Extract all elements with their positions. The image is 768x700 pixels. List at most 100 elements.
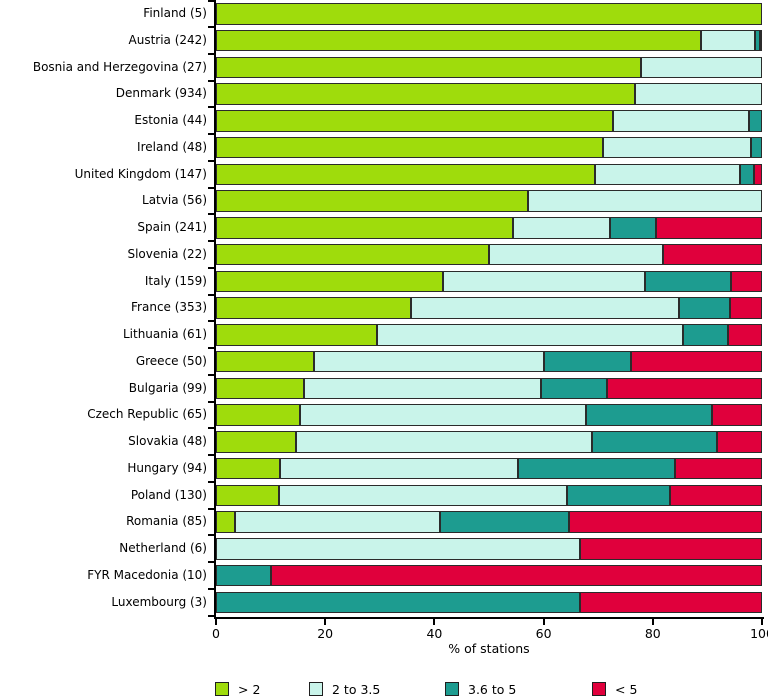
segment-5-romania-85 bbox=[569, 511, 762, 533]
legend-label-5: < 5 bbox=[615, 681, 638, 697]
bar-austria-242 bbox=[216, 29, 762, 52]
segment-5-hungary-94 bbox=[674, 457, 762, 480]
bar-bosnia-and-herzegovina-27 bbox=[216, 56, 762, 78]
segment-5-slovakia-48 bbox=[716, 431, 762, 453]
segment-2-to-3-5-austria-242 bbox=[700, 29, 755, 52]
segment-5-bulgaria-99 bbox=[607, 377, 762, 399]
bar-italy-159 bbox=[216, 270, 762, 292]
bar-poland-130 bbox=[216, 484, 762, 506]
category-label-france-353: France (353) bbox=[131, 300, 207, 315]
segment-3-6-to-5-bulgaria-99 bbox=[541, 377, 608, 399]
segment-3-6-to-5-greece-50 bbox=[543, 350, 631, 373]
category-label-slovakia-48: Slovakia (48) bbox=[128, 434, 207, 448]
bar-greece-50 bbox=[216, 350, 762, 373]
legend-label-2: > 2 bbox=[238, 681, 261, 697]
segment-5-united-kingdom-147 bbox=[754, 163, 762, 185]
x-axis-line bbox=[214, 617, 764, 619]
category-label-spain-241: Spain (241) bbox=[137, 220, 207, 234]
segment-2-bosnia-and-herzegovina-27 bbox=[216, 56, 641, 78]
legend-swatch-5 bbox=[592, 682, 606, 696]
category-label-greece-50: Greece (50) bbox=[135, 353, 207, 368]
segment-2-poland-130 bbox=[216, 484, 279, 506]
x-tick-80 bbox=[651, 619, 654, 625]
category-label-netherland-6: Netherland (6) bbox=[119, 541, 207, 555]
bar-bulgaria-99 bbox=[216, 377, 762, 399]
x-tick-label-20: 20 bbox=[317, 626, 334, 641]
y-tick bbox=[208, 427, 215, 430]
bar-spain-241 bbox=[216, 217, 762, 239]
segment-3-6-to-5-poland-130 bbox=[567, 484, 670, 506]
segment-5-slovenia-22 bbox=[662, 243, 762, 266]
x-tick-label-100: 100 bbox=[750, 626, 768, 641]
y-tick bbox=[208, 561, 215, 564]
segment-2-slovenia-22 bbox=[216, 243, 489, 266]
segment-3-6-to-5-france-353 bbox=[679, 297, 730, 319]
y-tick bbox=[208, 293, 215, 296]
y-tick bbox=[208, 373, 215, 376]
x-tick-label-60: 60 bbox=[535, 626, 552, 641]
bar-netherland-6 bbox=[216, 538, 762, 560]
segment-5-france-353 bbox=[729, 297, 762, 319]
segment-2-denmark-934 bbox=[216, 83, 635, 105]
y-tick bbox=[208, 454, 215, 457]
x-tick-label-0: 0 bbox=[212, 626, 220, 641]
category-label-hungary-94: Hungary (94) bbox=[127, 460, 207, 475]
segment-5-greece-50 bbox=[630, 350, 762, 373]
y-tick bbox=[208, 186, 215, 189]
y-tick bbox=[208, 240, 215, 243]
x-axis-title: % of stations bbox=[448, 641, 530, 656]
category-label-lithuania-61: Lithuania (61) bbox=[122, 327, 207, 341]
segment-5-fyr-macedonia-10 bbox=[270, 564, 762, 587]
y-tick bbox=[208, 400, 215, 403]
legend-item-2: > 2 bbox=[215, 681, 260, 697]
segment-5-czech-republic-65 bbox=[711, 404, 762, 426]
y-tick bbox=[208, 159, 215, 162]
y-tick bbox=[208, 52, 215, 55]
x-tick-label-80: 80 bbox=[644, 626, 661, 641]
segment-2-to-3-5-italy-159 bbox=[442, 270, 646, 292]
bar-hungary-94 bbox=[216, 457, 762, 480]
category-label-ireland-48: Ireland (48) bbox=[137, 139, 207, 154]
category-label-luxembourg-3: Luxembourg (3) bbox=[111, 594, 207, 609]
category-label-latvia-56: Latvia (56) bbox=[142, 193, 207, 208]
segment-2-to-3-5-france-353 bbox=[411, 297, 679, 319]
segment-3-6-to-5-italy-159 bbox=[645, 270, 731, 292]
y-tick bbox=[208, 480, 215, 483]
legend-item-2-to-3-5: 2 to 3.5 bbox=[309, 681, 380, 697]
segment-2-spain-241 bbox=[216, 217, 514, 239]
segment-2-to-3-5-poland-130 bbox=[278, 484, 568, 506]
segment-2-to-3-5-ireland-48 bbox=[602, 136, 751, 159]
segment-5-poland-130 bbox=[669, 484, 762, 506]
segment-2-czech-republic-65 bbox=[216, 404, 301, 426]
y-tick bbox=[208, 347, 215, 350]
bar-lithuania-61 bbox=[216, 324, 762, 346]
segment-3-6-to-5-hungary-94 bbox=[517, 457, 675, 480]
category-label-finland-5: Finland (5) bbox=[143, 6, 207, 20]
segment-2-to-3-5-united-kingdom-147 bbox=[594, 163, 740, 185]
x-tick-20 bbox=[324, 619, 327, 625]
legend-swatch-2 bbox=[215, 682, 229, 696]
segment-2-romania-85 bbox=[216, 511, 236, 533]
y-tick bbox=[208, 133, 215, 136]
segment-2-latvia-56 bbox=[216, 190, 528, 212]
segment-2-united-kingdom-147 bbox=[216, 163, 595, 185]
y-tick bbox=[208, 26, 215, 29]
segment-2-to-3-5-slovenia-22 bbox=[489, 243, 663, 266]
category-label-united-kingdom-147: United Kingdom (147) bbox=[74, 166, 207, 181]
segment-2-italy-159 bbox=[216, 270, 443, 292]
segment-2-slovakia-48 bbox=[216, 431, 296, 453]
bar-france-353 bbox=[216, 297, 762, 319]
category-label-bulgaria-99: Bulgaria (99) bbox=[128, 380, 207, 395]
segment-2-france-353 bbox=[216, 297, 412, 319]
segment-5-luxembourg-3 bbox=[580, 591, 762, 613]
x-tick-60 bbox=[542, 619, 545, 625]
segment-2-estonia-44 bbox=[216, 110, 613, 132]
category-label-poland-130: Poland (130) bbox=[130, 487, 207, 502]
segment-3-6-to-5-fyr-macedonia-10 bbox=[216, 564, 271, 587]
category-label-slovenia-22: Slovenia (22) bbox=[127, 246, 207, 261]
segment-2-to-3-5-greece-50 bbox=[314, 350, 544, 373]
bar-slovenia-22 bbox=[216, 243, 762, 266]
segment-2-finland-5 bbox=[216, 3, 762, 25]
legend-item-3-6-to-5: 3.6 to 5 bbox=[445, 681, 516, 697]
segment-3-6-to-5-austria-242 bbox=[754, 29, 760, 52]
